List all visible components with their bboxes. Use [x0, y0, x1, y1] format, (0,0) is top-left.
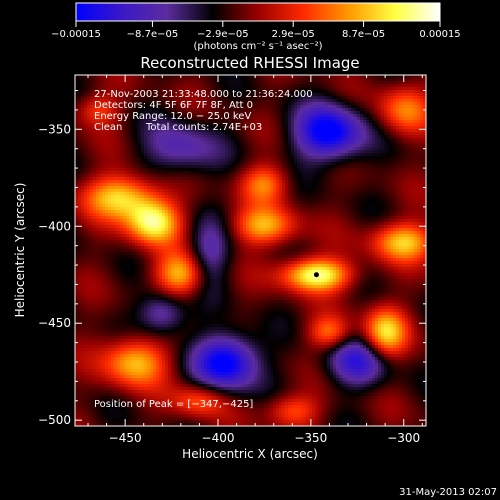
annotation-peak-position: Position of Peak = [−347,−425]: [94, 399, 253, 410]
x-tick-label: −400: [202, 431, 235, 445]
annotation-clean: Clean: [94, 122, 122, 133]
chart-title: Reconstructed RHESSI Image: [140, 54, 359, 72]
y-tick-label: −500: [38, 413, 71, 427]
x-axis-label: Heliocentric X (arcsec): [182, 447, 318, 461]
colorbar-tick-label: 2.9e−05: [272, 29, 315, 40]
colorbar-tick-label: −8.7e−05: [127, 29, 179, 40]
plot-frame: [74, 74, 427, 427]
colorbar-tick-labels: −0.00015 −8.7e−05 −2.9e−05 2.9e−05 8.7e−05 0.…: [51, 29, 461, 40]
heatmap-image: [75, 75, 426, 426]
x-axis-tick-labels: −450 −400 −350 −300: [109, 431, 421, 445]
annotation-time-range: 27-Nov-2003 21:33:48.000 to 21:36:24.000: [94, 89, 313, 100]
y-tick-label: −450: [38, 316, 71, 330]
colorbar-tick-label: 8.7e−05: [342, 29, 385, 40]
y-axis-tick-labels: −350 −400 −450 −500: [38, 122, 71, 427]
y-axis-label: Heliocentric Y (arcsec): [13, 183, 27, 318]
x-tick-label: −450: [109, 431, 142, 445]
peak-marker: [313, 272, 319, 278]
x-axis-ticks: [87, 75, 423, 426]
annotation-detectors: Detectors: 4F 5F 6F 7F 8F, Att 0: [94, 100, 253, 111]
colorbar-tick-label: −0.00015: [51, 29, 101, 40]
colorbar-tick-label: −2.9e−05: [197, 29, 249, 40]
x-tick-label: −350: [294, 431, 327, 445]
colorbar-units-label: (photons cm⁻² s⁻¹ asec⁻²): [193, 41, 322, 52]
y-tick-label: −400: [38, 219, 71, 233]
colorbar: [75, 2, 441, 22]
y-tick-label: −350: [38, 122, 71, 136]
y-axis-ticks: [75, 90, 426, 421]
colorbar-tick-label: 0.00015: [419, 29, 460, 40]
footer-timestamp: 31-May-2013 02:07: [399, 487, 497, 498]
annotation-total-counts: Total counts: 2.74E+03: [145, 122, 262, 133]
colorbar-ticks: [75, 21, 441, 27]
heatmap-plot: [75, 75, 426, 426]
x-tick-label: −300: [387, 431, 420, 445]
annotation-energy: Energy Range: 12.0 − 25.0 keV: [94, 111, 251, 122]
